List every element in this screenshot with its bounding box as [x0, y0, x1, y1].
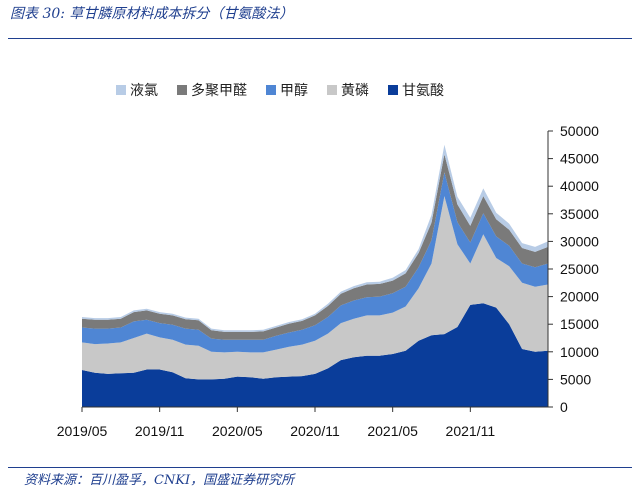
y-tick-label: 40000 — [560, 178, 599, 194]
x-tick-label: 2021/11 — [446, 423, 496, 439]
y-tick-label: 50000 — [560, 123, 599, 139]
legend-swatch — [388, 85, 398, 95]
legend-item: 多聚甲醛 — [177, 80, 247, 100]
y-tick-label: 30000 — [560, 233, 599, 249]
legend-swatch — [266, 85, 276, 95]
series-area-0 — [82, 303, 548, 407]
legend-label: 液氯 — [130, 83, 158, 99]
x-tick-label: 2019/11 — [135, 423, 185, 439]
y-tick-label: 20000 — [560, 289, 599, 305]
x-tick-label: 2020/05 — [212, 423, 263, 439]
legend-swatch — [177, 85, 187, 95]
legend-item: 甲醇 — [266, 80, 308, 100]
footer-divider — [8, 467, 632, 468]
legend-label: 黄磷 — [341, 83, 369, 99]
chart-title: 图表 30: 草甘膦原材料成本拆分（甘氨酸法） — [10, 6, 294, 22]
y-tick-label: 0 — [560, 399, 568, 415]
y-tick-label: 15000 — [560, 316, 599, 332]
legend-item: 液氯 — [116, 80, 158, 100]
y-tick-label: 45000 — [560, 151, 599, 167]
source-note: 资料来源：百川盈孚，CNKI，国盛证券研究所 — [24, 473, 295, 488]
title-divider — [8, 38, 632, 39]
series-area-4 — [82, 144, 548, 332]
y-tick-label: 10000 — [560, 344, 599, 360]
series-area-3 — [82, 154, 548, 340]
x-tick-label: 2020/11 — [290, 423, 340, 439]
legend: 液氯 多聚甲醛 甲醇 黄磷 甘氨酸 — [116, 80, 444, 100]
legend-item: 黄磷 — [327, 80, 369, 100]
legend-swatch — [327, 85, 337, 95]
y-tick-label: 5000 — [560, 371, 591, 387]
series-area-2 — [82, 172, 548, 353]
legend-label: 多聚甲醛 — [191, 83, 247, 99]
y-tick-label: 25000 — [560, 261, 599, 277]
x-tick-label: 2019/05 — [57, 423, 108, 439]
legend-label: 甲醇 — [280, 83, 308, 99]
series-area-1 — [82, 196, 548, 380]
legend-label: 甘氨酸 — [402, 83, 444, 99]
legend-swatch — [116, 85, 126, 95]
y-tick-label: 35000 — [560, 206, 599, 222]
legend-item: 甘氨酸 — [388, 80, 444, 100]
x-tick-label: 2021/05 — [367, 423, 418, 439]
